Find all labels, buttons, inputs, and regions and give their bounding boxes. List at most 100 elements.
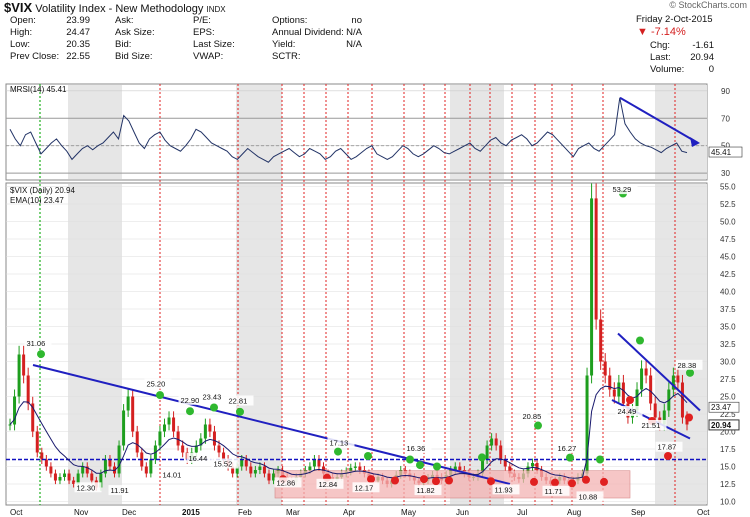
price-tick-label: 42.5 <box>720 270 736 279</box>
candle-body <box>653 403 657 418</box>
annotation-bg <box>327 437 355 448</box>
price-annotation: 16.36 <box>407 444 426 453</box>
quote-label: Ask Size: <box>115 27 155 38</box>
candle-body <box>108 459 112 467</box>
rsi-last-box <box>708 146 743 158</box>
annotation-bg <box>178 394 206 405</box>
price-tick-label: 45.0 <box>720 253 736 262</box>
price-tick-label: 47.5 <box>720 235 736 244</box>
candle-body <box>640 368 644 390</box>
quote-value: 22.55 <box>66 51 90 62</box>
quote-value: 24.47 <box>66 27 90 38</box>
candle-body <box>49 466 53 474</box>
annotation-bg <box>520 410 548 421</box>
candle-body <box>485 445 489 460</box>
price-annotation: 17.87 <box>658 443 677 452</box>
price-last-value: 20.94 <box>711 421 732 430</box>
annotation-bg <box>108 485 136 496</box>
annotation-bg <box>675 359 703 370</box>
x-tick-label: Jul <box>517 508 527 517</box>
candle-body <box>13 396 17 425</box>
price-annotation: 11.93 <box>495 485 513 494</box>
annotation-bg <box>615 406 643 416</box>
rsi-line <box>9 97 688 163</box>
candle-body <box>235 466 239 474</box>
marker-red <box>445 476 453 485</box>
price-tick-label: 30.0 <box>720 358 736 367</box>
annotation-bg <box>352 482 380 493</box>
candle-body <box>603 361 607 376</box>
candle-body <box>358 466 362 470</box>
annotation-bg <box>639 420 667 430</box>
marker-red <box>685 413 693 422</box>
candle-body <box>117 445 121 474</box>
candle-body <box>31 403 35 432</box>
annotation-bg <box>492 484 520 495</box>
marker-green <box>686 368 694 377</box>
candle-body <box>258 466 262 470</box>
quote-value: 0 <box>708 64 714 75</box>
candle-body <box>244 459 248 467</box>
marker-green <box>236 407 244 416</box>
exchange: INDX <box>206 5 226 14</box>
candle-body <box>135 431 139 453</box>
candle-body <box>453 466 457 470</box>
candle-body <box>8 424 12 426</box>
quote-label: Chg: <box>650 40 671 51</box>
quote-label: High: <box>10 27 33 38</box>
candle-body <box>685 417 689 425</box>
price-annotation: 53.29 <box>613 185 632 194</box>
price-tick-label: 37.5 <box>720 305 736 314</box>
marker-green <box>596 455 604 464</box>
candle-body <box>621 382 625 404</box>
candle-body <box>22 354 26 376</box>
x-tick-label: Mar <box>286 508 300 517</box>
rsi-legend: MRSI(14) 45.41 <box>10 85 67 94</box>
pct-change: -7.14% <box>650 26 686 38</box>
price-annotation: 11.71 <box>545 487 563 496</box>
candle-body <box>90 473 94 481</box>
price-tick-label: 17.5 <box>720 445 736 454</box>
candle-body <box>503 459 507 467</box>
annotation-bg <box>655 441 683 452</box>
pct-change-row: ▼ -7.14% <box>637 26 686 38</box>
candle-body <box>680 382 684 418</box>
quote-value: -1.61 <box>692 40 714 51</box>
candle-body <box>617 382 621 397</box>
price-annotation: 24.49 <box>618 407 637 416</box>
candle-body <box>44 459 48 467</box>
annotation-bg <box>555 443 583 454</box>
annotation-bg <box>404 443 432 454</box>
candle-body <box>499 445 503 460</box>
x-tick-label: Apr <box>343 508 356 517</box>
marker-green <box>156 391 164 400</box>
candle-body <box>58 477 62 481</box>
candle-body <box>458 466 462 470</box>
candle-body <box>158 431 162 446</box>
price-annotation: 25.20 <box>147 380 166 389</box>
candle-body <box>162 424 166 432</box>
candle-body <box>599 319 603 362</box>
marker-green <box>210 403 218 412</box>
marker-red <box>420 475 428 484</box>
quote-label: Volume: <box>650 64 685 75</box>
candle-body <box>126 396 130 411</box>
candle-body <box>99 473 103 488</box>
quote-value: no <box>351 15 362 26</box>
price-tick-label: 27.5 <box>720 375 736 384</box>
marker-green <box>433 462 441 471</box>
annotation-bg <box>211 458 239 469</box>
rsi-tick-label: 30 <box>721 169 730 178</box>
price-tick-label: 35.0 <box>720 323 736 332</box>
rsi-panel <box>5 83 708 181</box>
marker-green <box>37 350 45 359</box>
price-annotation: 12.30 <box>77 483 96 492</box>
price-annotation: 12.17 <box>355 483 374 492</box>
marker-red <box>432 477 440 486</box>
rsi-trendline <box>619 96 699 144</box>
candle-body <box>35 431 39 453</box>
annotation-bg <box>576 491 604 502</box>
x-tick-label: Jun <box>456 508 469 517</box>
price-annotation: 11.91 <box>111 486 129 495</box>
